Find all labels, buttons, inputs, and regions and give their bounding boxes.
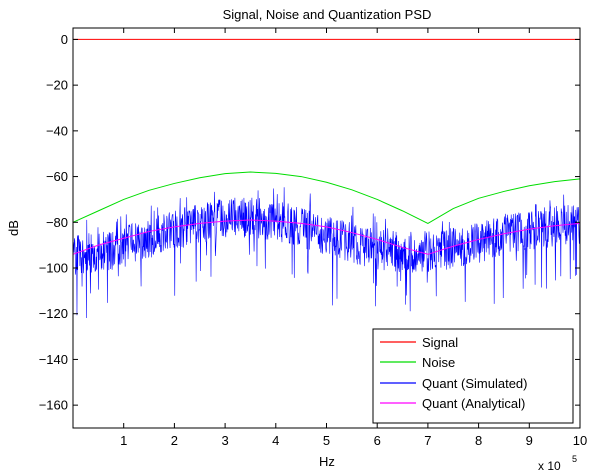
x-tick-label: 7 bbox=[424, 433, 431, 448]
series-quant-analytical bbox=[72, 219, 581, 255]
y-tick-label: −60 bbox=[46, 169, 68, 184]
x-exponent-base: x 10 bbox=[538, 459, 561, 473]
y-axis-label: dB bbox=[6, 220, 21, 236]
y-tick-label: −20 bbox=[46, 78, 68, 93]
x-tick-label: 3 bbox=[221, 433, 228, 448]
x-tick-label: 10 bbox=[573, 433, 587, 448]
y-tick-label: −160 bbox=[39, 398, 68, 413]
legend-label-noise: Noise bbox=[422, 355, 455, 370]
legend-label-quant-simulated: Quant (Simulated) bbox=[422, 376, 528, 391]
ticks-layer: 1 2 3 4 5 6 7 8 9 10 0 −20 −40 −60 −80 −100 −120 −140 −160 bbox=[39, 28, 587, 448]
legend-label-signal: Signal bbox=[422, 335, 458, 350]
chart-title: Signal, Noise and Quantization PSD bbox=[223, 7, 432, 22]
series-noise bbox=[72, 171, 581, 224]
x-exponent-power: 5 bbox=[572, 454, 577, 464]
y-tick-label: −100 bbox=[39, 261, 68, 276]
x-tick-label: 4 bbox=[272, 433, 279, 448]
y-tick-label: −80 bbox=[46, 215, 68, 230]
y-tick-label: −120 bbox=[39, 306, 68, 321]
series-quant-simulated bbox=[72, 187, 581, 319]
x-tick-label: 5 bbox=[323, 433, 330, 448]
x-tick-label: 1 bbox=[120, 433, 127, 448]
x-tick-label: 6 bbox=[374, 433, 381, 448]
x-axis-label: Hz bbox=[319, 454, 335, 469]
legend-label-quant-analytical: Quant (Analytical) bbox=[422, 396, 525, 411]
y-tick-label: −140 bbox=[39, 352, 68, 367]
series-layer bbox=[72, 38, 581, 319]
legend-box bbox=[372, 328, 574, 424]
x-tick-label: 2 bbox=[171, 433, 178, 448]
legend: Signal Noise Quant (Simulated) Quant (An… bbox=[372, 328, 574, 424]
x-tick-label: 8 bbox=[475, 433, 482, 448]
y-tick-label: 0 bbox=[61, 32, 68, 47]
x-tick-label: 9 bbox=[526, 433, 533, 448]
x-axis-exponent: x 10 5 bbox=[538, 454, 577, 473]
y-tick-label: −40 bbox=[46, 123, 68, 138]
